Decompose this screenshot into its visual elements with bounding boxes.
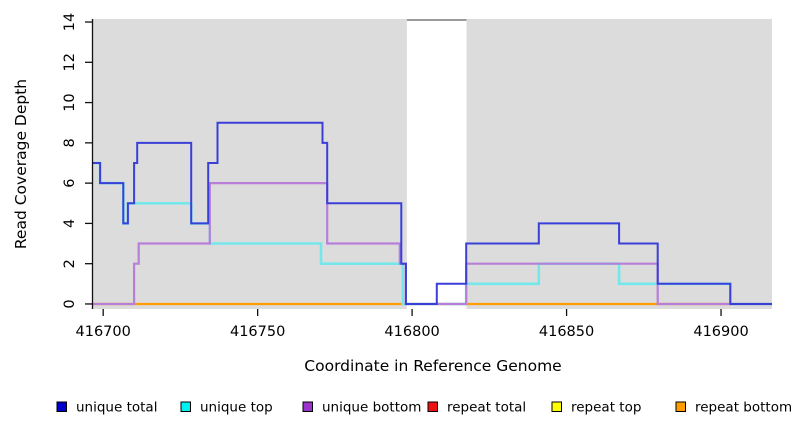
series-unique-total-line	[93, 121, 772, 305]
legend-item-repeat-bottom: repeat bottom	[675, 400, 792, 416]
legend-label-unique-bottom: unique bottom	[322, 400, 421, 416]
legend-swatch-unique-bottom	[302, 401, 313, 412]
x-axis-title: Coordinate in Reference Genome	[304, 357, 561, 375]
y-tick-label: 8	[62, 138, 78, 147]
legend-label-repeat-total: repeat total	[447, 400, 526, 416]
legend-item-unique-top: unique top	[180, 400, 273, 416]
legend-swatch-repeat-bottom	[675, 401, 686, 412]
legend-item-unique-bottom: unique bottom	[302, 400, 421, 416]
y-tick-label: 2	[62, 259, 78, 268]
y-tick-label: 0	[62, 299, 78, 308]
x-tick-label: 416700	[76, 324, 131, 340]
y-tick-label: 14	[62, 13, 78, 31]
legend-swatch-unique-total	[56, 401, 67, 412]
y-tick-label: 10	[62, 93, 78, 111]
x-tick-label: 416900	[693, 324, 748, 340]
legend-label-unique-top: unique top	[200, 400, 273, 416]
x-tick-label: 416800	[384, 324, 439, 340]
legend-swatch-unique-top	[180, 401, 191, 412]
y-axis-title: Read Coverage Depth	[12, 79, 30, 249]
legend-item-repeat-top: repeat top	[551, 400, 641, 416]
y-tick-label: 6	[62, 179, 78, 188]
legend: unique total unique top unique bottom repea…	[56, 400, 792, 416]
legend-label-unique-total: unique total	[76, 400, 157, 416]
x-tick-label: 416850	[539, 324, 594, 340]
series-unique-bottom-line	[93, 182, 772, 306]
masked-region	[406, 19, 467, 309]
legend-label-repeat-top: repeat top	[571, 400, 641, 416]
legend-swatch-repeat-total	[427, 401, 438, 412]
legend-item-unique-total: unique total	[56, 400, 157, 416]
legend-item-repeat-total: repeat total	[427, 400, 526, 416]
legend-label-repeat-bottom: repeat bottom	[695, 400, 792, 416]
x-tick-label: 416750	[230, 324, 285, 340]
y-tick-label: 4	[62, 219, 78, 228]
legend-swatch-repeat-top	[551, 401, 562, 412]
y-tick-label: 12	[62, 53, 78, 71]
